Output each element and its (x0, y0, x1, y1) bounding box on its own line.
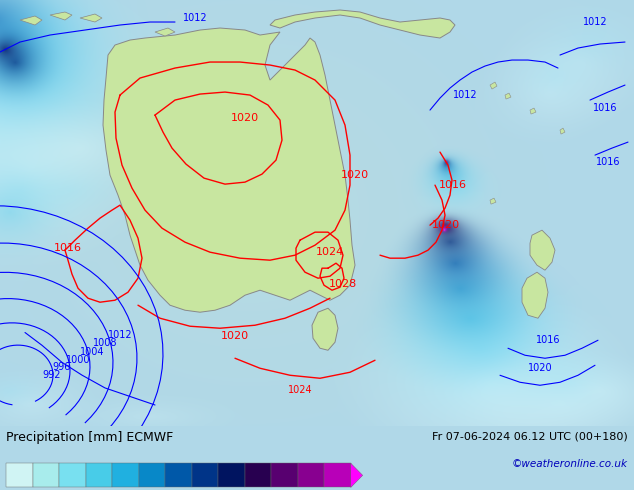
Polygon shape (155, 28, 175, 36)
Text: 1016: 1016 (54, 243, 82, 253)
Text: 1028: 1028 (329, 279, 357, 289)
Bar (324, 463, 351, 488)
Text: 1016: 1016 (593, 103, 618, 113)
Text: 1012: 1012 (183, 13, 207, 23)
Bar (139, 463, 165, 488)
Text: 1020: 1020 (432, 220, 460, 230)
Text: Precipitation [mm] ECMWF: Precipitation [mm] ECMWF (6, 431, 174, 444)
Text: 1004: 1004 (80, 347, 104, 357)
Text: 1016: 1016 (536, 335, 560, 345)
Bar (271, 463, 298, 488)
Text: 1000: 1000 (66, 355, 90, 365)
Text: Fr 07-06-2024 06.12 UTC (00+180): Fr 07-06-2024 06.12 UTC (00+180) (432, 431, 628, 441)
Polygon shape (490, 198, 496, 204)
Bar (6, 463, 33, 488)
Polygon shape (560, 128, 565, 134)
Text: 1016: 1016 (596, 157, 620, 167)
Text: 992: 992 (42, 370, 61, 380)
Text: 996: 996 (53, 362, 71, 371)
Text: 1012: 1012 (453, 90, 477, 100)
Polygon shape (80, 14, 102, 22)
Text: 1024: 1024 (288, 385, 313, 395)
Bar (60, 463, 86, 488)
Bar (33, 463, 60, 488)
Text: 1012: 1012 (583, 17, 607, 27)
Polygon shape (490, 82, 497, 89)
Bar (245, 463, 271, 488)
Bar (86, 463, 112, 488)
Bar (112, 463, 139, 488)
Polygon shape (270, 10, 455, 38)
Bar (192, 463, 218, 488)
Bar (298, 463, 324, 488)
Polygon shape (50, 12, 72, 20)
Polygon shape (522, 272, 548, 318)
Text: 1020: 1020 (231, 113, 259, 123)
Text: 1024: 1024 (316, 247, 344, 257)
Text: ©weatheronline.co.uk: ©weatheronline.co.uk (512, 460, 628, 469)
Text: 1012: 1012 (108, 330, 133, 340)
Polygon shape (312, 308, 338, 350)
Polygon shape (20, 16, 42, 25)
Text: 1008: 1008 (93, 338, 117, 348)
Bar (165, 463, 192, 488)
Polygon shape (351, 463, 363, 488)
Text: 1020: 1020 (221, 331, 249, 341)
Polygon shape (505, 93, 511, 99)
Polygon shape (530, 108, 536, 114)
Text: 1020: 1020 (341, 170, 369, 180)
Polygon shape (103, 28, 355, 312)
Bar (218, 463, 245, 488)
Text: 1020: 1020 (527, 363, 552, 373)
Polygon shape (530, 230, 555, 270)
Text: 1016: 1016 (439, 180, 467, 190)
